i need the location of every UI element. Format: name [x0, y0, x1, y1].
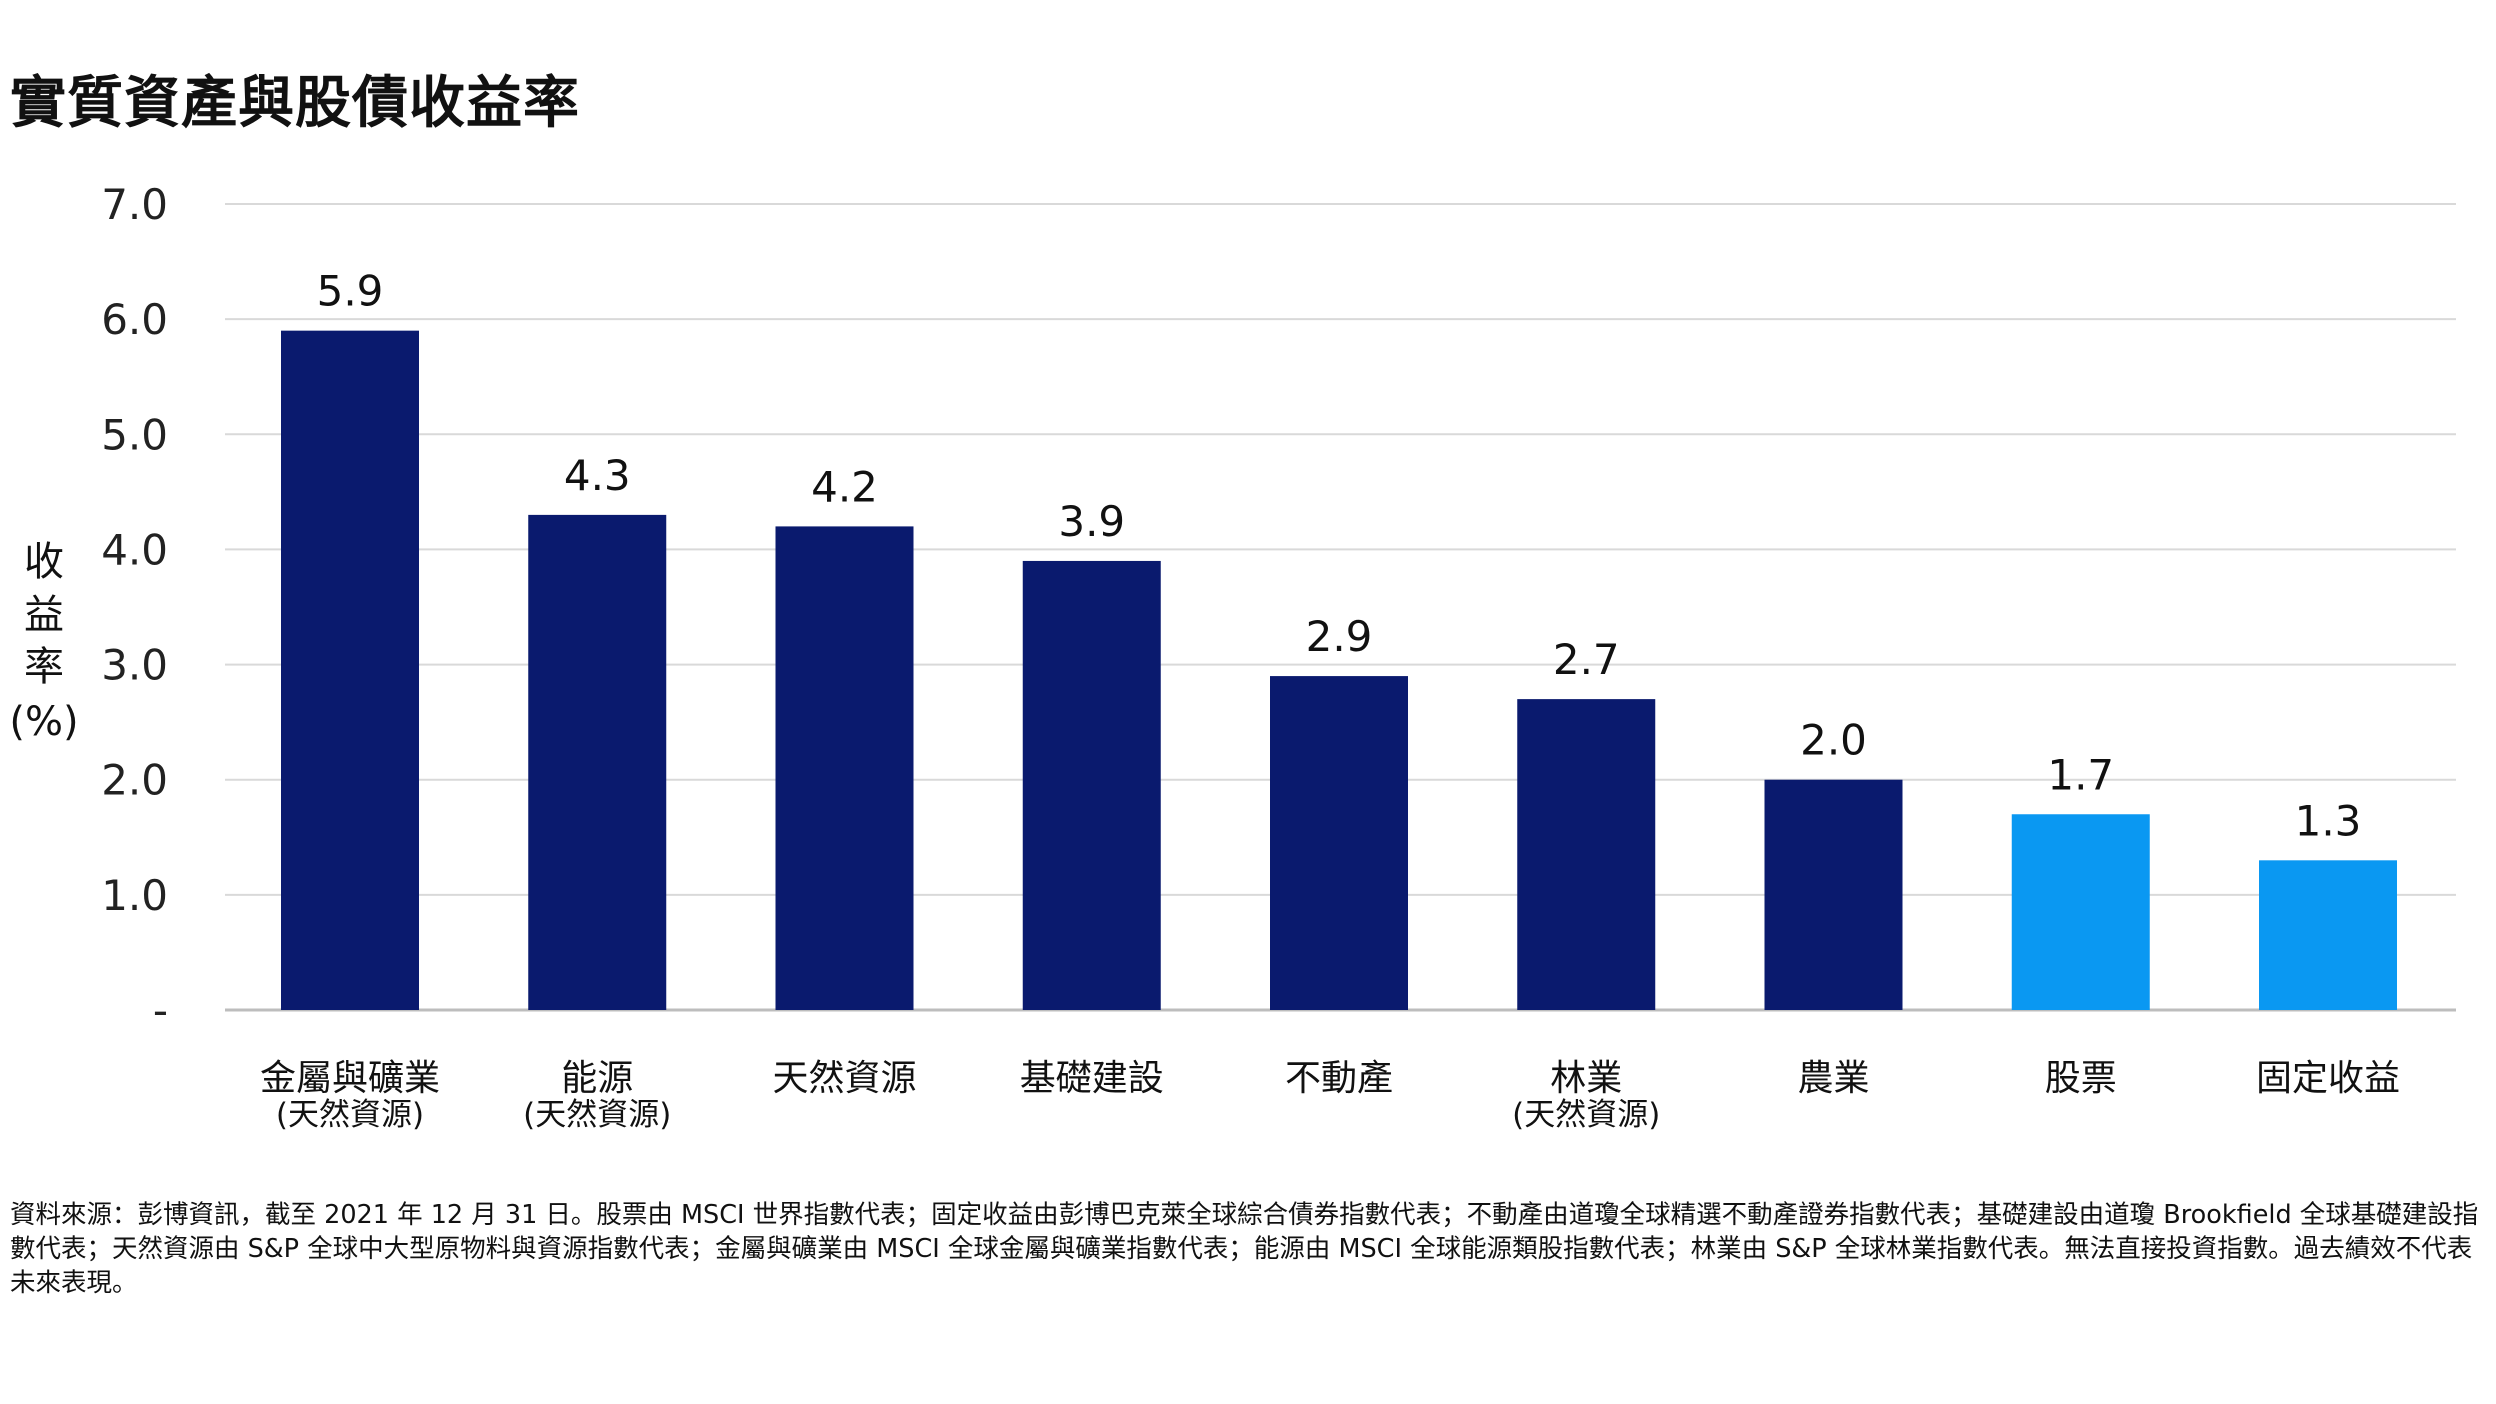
y-tick-label: 7.0: [101, 180, 168, 229]
bar: [1022, 560, 1161, 1010]
data-label: 1.7: [2047, 750, 2114, 799]
bar: [2011, 814, 2150, 1010]
data-label: 4.2: [811, 462, 878, 511]
category-labels: 金屬與礦業(天然資源)能源(天然資源)天然資源 基礎建設 不動產 林業(天然資源)農業…: [260, 1058, 2400, 1133]
data-label: 2.7: [1553, 635, 1620, 684]
category-label: 能源: [561, 1058, 633, 1099]
data-label: 3.9: [1058, 497, 1125, 546]
y-axis-label: 收益率 (%): [9, 539, 78, 745]
data-labels: 5.9 4.3 4.2 3.9 2.9 2.7 2.0 1.7 1.3: [317, 267, 2362, 846]
y-axis-label-char: 益: [24, 592, 64, 638]
data-label: 2.9: [1306, 612, 1373, 661]
y-tick-label: 2.0: [101, 756, 168, 805]
category-label: 不動產: [1285, 1058, 1393, 1099]
data-label: 2.0: [1800, 716, 1867, 765]
y-tick-label: 3.0: [101, 641, 168, 690]
category-label: 固定收益: [2256, 1058, 2400, 1099]
y-tick-label: 5.0: [101, 410, 168, 459]
category-label: 農業: [1797, 1058, 1869, 1099]
y-axis-ticks: - 1.0 2.0 3.0 4.0 5.0 6.0 7.0: [101, 180, 168, 1035]
category-label: 天然資源: [772, 1058, 916, 1099]
source-note: 資料來源：彭博資訊，截至 2021 年 12 月 31 日。股票由 MSCI 世…: [10, 1200, 2479, 1298]
bars: [281, 330, 2397, 1011]
bar: [281, 330, 419, 1011]
category-sublabel: (天然資源): [276, 1097, 424, 1133]
data-label: 4.3: [564, 451, 631, 500]
data-label: 5.9: [317, 267, 384, 316]
category-label: 基礎建設: [1020, 1058, 1164, 1099]
bar: [1764, 779, 1903, 1010]
bar: [528, 514, 667, 1010]
y-tick-label: 4.0: [101, 525, 168, 574]
bar: [775, 526, 914, 1010]
category-sublabel: (天然資源): [523, 1097, 671, 1133]
chart-title: 實質資產與股債收益率: [10, 71, 580, 136]
y-tick-label: -: [153, 986, 168, 1035]
category-sublabel: (天然資源): [1512, 1097, 1660, 1133]
y-tick-label: 1.0: [101, 871, 168, 920]
y-axis-label-char: (%): [9, 699, 78, 745]
data-label: 1.3: [2295, 796, 2362, 845]
bar: [1270, 676, 1408, 1010]
bar: [2259, 860, 2397, 1010]
y-axis-label-char: 收: [24, 539, 64, 585]
category-label: 股票: [2045, 1058, 2117, 1099]
category-label: 林業: [1550, 1058, 1622, 1099]
bar: [1517, 699, 1656, 1010]
y-axis-label-char: 率: [24, 644, 64, 690]
y-tick-label: 6.0: [101, 295, 168, 344]
category-label: 金屬與礦業: [260, 1058, 440, 1099]
